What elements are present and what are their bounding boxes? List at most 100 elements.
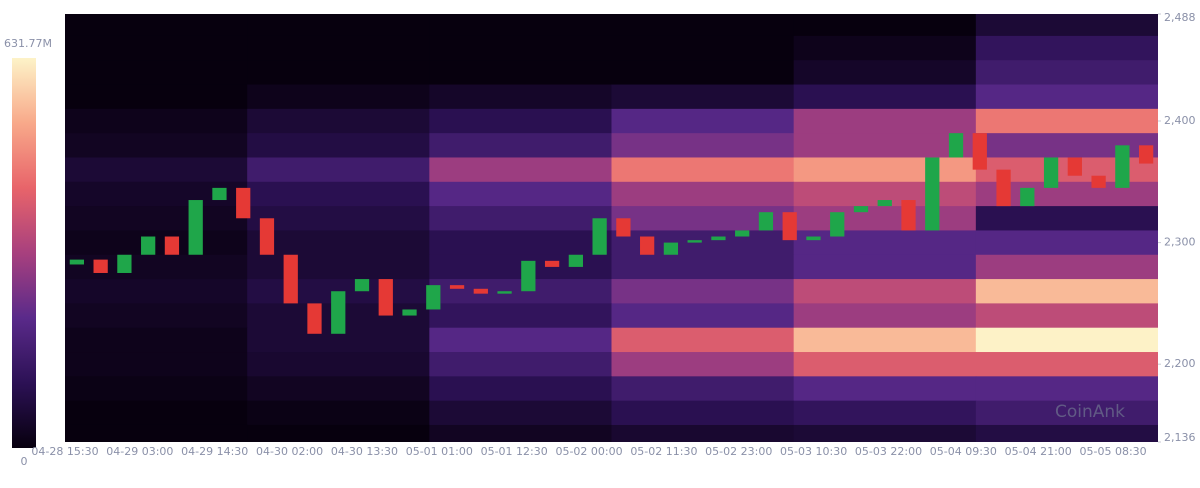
heat-cell — [429, 327, 612, 353]
candle — [1067, 157, 1082, 176]
heat-cell — [429, 14, 612, 37]
heat-cell — [429, 352, 612, 377]
x-tick-label: 05-04 09:30 — [930, 445, 997, 458]
candle — [402, 309, 417, 316]
candle — [1020, 187, 1035, 207]
colorbar-label: 0 — [21, 455, 28, 468]
heat-cell — [429, 157, 612, 183]
heat-cell — [247, 157, 430, 183]
heat-cell — [793, 84, 977, 110]
heat-cell — [65, 60, 248, 86]
heat-cell — [975, 376, 1158, 402]
heat-cell — [429, 133, 612, 158]
x-tick-label: 05-02 23:00 — [705, 445, 772, 458]
heat-cell — [611, 424, 795, 442]
heat-cell — [611, 181, 795, 207]
heat-cell — [247, 254, 430, 280]
heat-cell — [65, 352, 248, 377]
heat-cell — [429, 303, 612, 329]
candle — [307, 303, 322, 334]
candle — [544, 260, 560, 267]
y-tick-label: 2,400 — [1164, 114, 1196, 127]
heat-cell — [611, 376, 795, 402]
candle — [141, 236, 156, 255]
y-tick-label: 2,300 — [1164, 236, 1196, 249]
heat-cell — [611, 303, 795, 329]
candle — [497, 291, 512, 294]
candle — [972, 133, 987, 170]
heat-cell — [975, 303, 1158, 329]
heat-cell — [247, 84, 430, 110]
heat-cell — [65, 327, 248, 353]
x-tick-label: 04-28 15:30 — [31, 445, 98, 458]
heat-cell — [611, 327, 795, 353]
heat-cell — [611, 157, 795, 183]
heat-cell — [247, 181, 430, 207]
heat-cell — [65, 108, 248, 134]
heat-cell — [247, 108, 430, 134]
heat-cell — [429, 376, 612, 402]
candle — [1115, 145, 1130, 188]
heat-cell — [611, 254, 795, 280]
heat-cell — [793, 230, 977, 256]
candle — [948, 133, 964, 158]
candle — [568, 254, 583, 267]
heat-cell — [793, 279, 977, 304]
candle — [521, 260, 536, 292]
watermark: CoinAnk — [1055, 402, 1125, 422]
candle — [711, 236, 726, 241]
x-tick-label: 04-29 14:30 — [181, 445, 248, 458]
heat-cell — [793, 35, 977, 61]
heat-cell — [65, 14, 248, 37]
heat-cell — [429, 206, 612, 231]
heat-cell — [975, 60, 1158, 86]
heat-cell — [247, 35, 430, 61]
heat-cell — [611, 60, 795, 86]
heat-cell — [65, 35, 248, 61]
heat-cell — [429, 35, 612, 61]
heat-cell — [793, 376, 977, 402]
heat-cell — [65, 279, 248, 304]
candle — [616, 218, 631, 237]
heat-cell — [793, 254, 977, 280]
x-tick-label: 05-03 22:00 — [855, 445, 922, 458]
heat-cell — [65, 254, 248, 280]
x-tick-label: 05-03 10:30 — [780, 445, 847, 458]
heat-cell — [429, 254, 612, 280]
heat-cell — [793, 133, 977, 158]
candle — [354, 279, 370, 292]
candle — [663, 242, 679, 255]
heat-cell — [793, 206, 977, 231]
candle — [1091, 175, 1106, 188]
heat-cell — [247, 133, 430, 158]
heat-cell — [247, 352, 430, 377]
candle — [164, 236, 180, 255]
heat-cell — [975, 254, 1158, 280]
candles — [69, 133, 1154, 334]
heat-cell — [429, 108, 612, 134]
y-tick-label: 2,136 — [1164, 431, 1196, 444]
heat-cell — [975, 14, 1158, 37]
x-tick-label: 05-01 01:00 — [406, 445, 473, 458]
candle — [449, 285, 465, 289]
candle — [996, 169, 1011, 207]
candle — [735, 230, 750, 237]
candle — [1043, 157, 1059, 188]
heat-cell — [429, 84, 612, 110]
heat-cell — [65, 303, 248, 329]
x-tick-label: 05-02 11:30 — [630, 445, 697, 458]
y-tick-label: 2,488 — [1164, 11, 1196, 24]
heat-cell — [247, 206, 430, 231]
heat-cell — [793, 424, 977, 442]
x-tick-label: 04-30 13:30 — [331, 445, 398, 458]
candle — [236, 187, 251, 219]
candle — [1138, 145, 1154, 164]
heat-cell — [611, 279, 795, 304]
candle — [331, 291, 346, 334]
heat-cell — [975, 133, 1158, 158]
heat-cell — [975, 35, 1158, 61]
heat-cell — [247, 376, 430, 402]
candle — [877, 200, 892, 207]
candle — [853, 206, 869, 213]
